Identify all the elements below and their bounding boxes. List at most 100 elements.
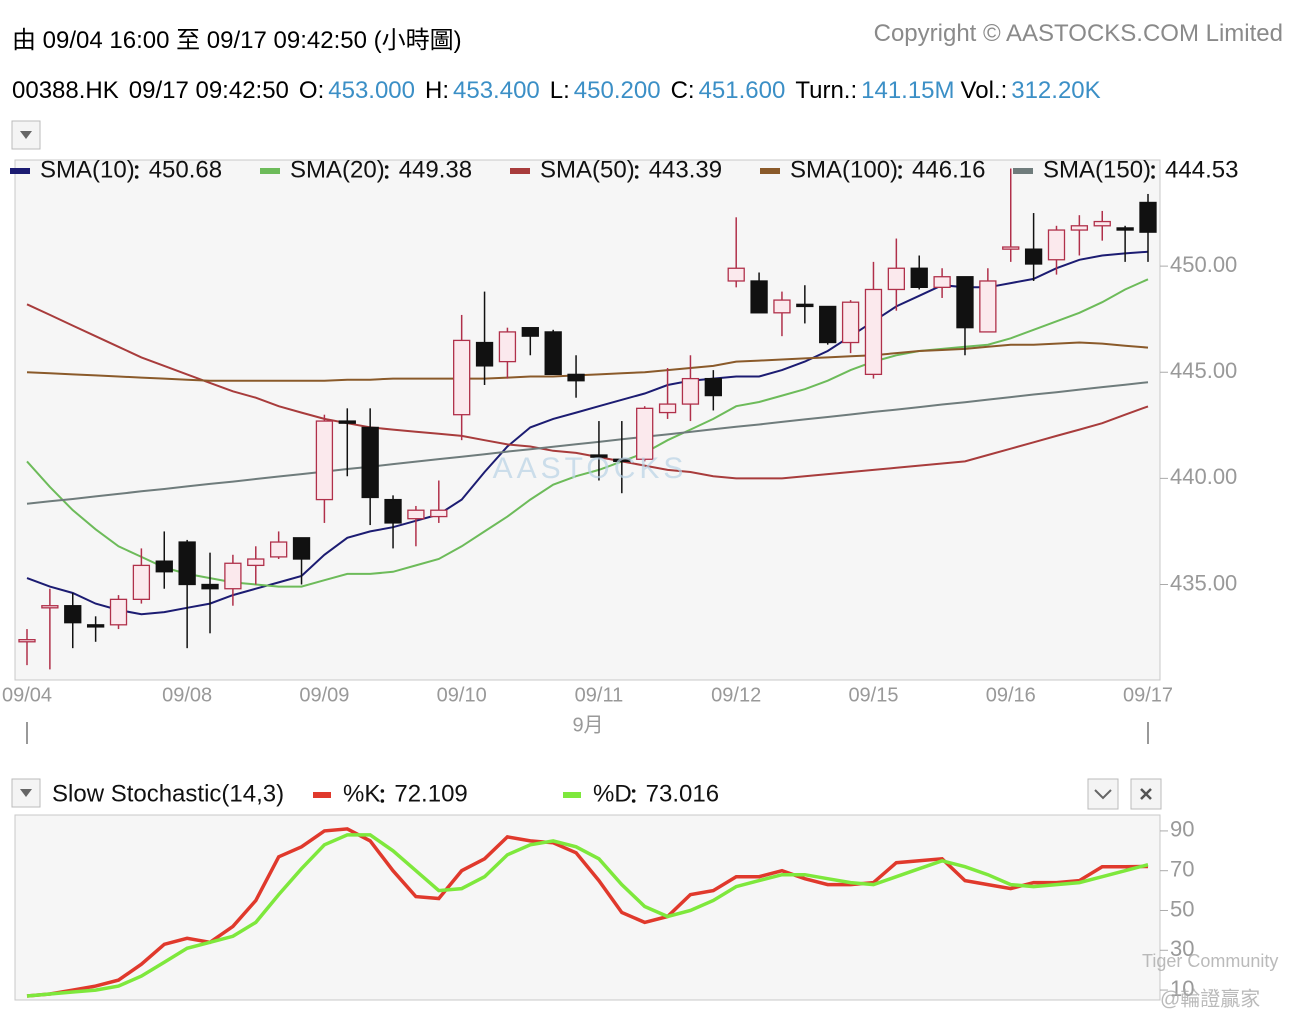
candle-body (796, 303, 814, 308)
candle-body (773, 299, 791, 314)
range-text: 由 09/04 16:00 至 09/17 09:42:50 (小時圖) (12, 27, 462, 54)
candle-body (1002, 246, 1020, 250)
legend-marker (1013, 168, 1033, 174)
candle-body (1139, 201, 1157, 233)
candle-body (132, 564, 151, 600)
legend-name: SMA(50) (540, 156, 635, 183)
candle-body (64, 605, 82, 624)
candle-body (887, 267, 906, 291)
candle-body (430, 509, 448, 518)
candle-body (567, 373, 585, 382)
legend-colon (898, 165, 902, 169)
candle-body (658, 403, 677, 414)
x-tick-label: 09/08 (162, 684, 212, 706)
x-tick-label: 09/11 (575, 684, 624, 706)
series-line (26, 278, 1149, 588)
copyright: Copyright © AASTOCKS.COM Limited (873, 20, 1283, 47)
legend-colon (384, 175, 389, 179)
x-tick-label: 09/15 (848, 684, 898, 706)
candle-body (750, 280, 768, 314)
candle-body (521, 327, 539, 337)
field-value: 451.600 (698, 77, 786, 104)
legend-marker (760, 168, 780, 174)
x-tick-label: 09/10 (437, 684, 487, 706)
candle-body (1047, 229, 1066, 261)
legend-value: 446.16 (912, 156, 985, 183)
y-tick-label: 70 (1170, 857, 1194, 882)
candle-body (727, 267, 745, 282)
y-tick-label: 435.00 (1170, 570, 1237, 595)
close-button[interactable] (1130, 778, 1162, 810)
candle-body (933, 276, 951, 288)
legend-colon (1151, 165, 1155, 169)
legend-marker (260, 168, 280, 174)
candle-body (1116, 227, 1134, 231)
legend-colon (631, 789, 636, 793)
candle-body (315, 420, 334, 501)
candle-body (1070, 225, 1089, 231)
legend-name: %K (343, 780, 380, 807)
legend-colon (380, 799, 385, 803)
legend-value: 449.38 (399, 156, 472, 183)
collapse-button[interactable] (1087, 778, 1119, 810)
candle-body (269, 541, 288, 558)
watermark: Tiger Community (1142, 951, 1278, 971)
field-value: 450.200 (573, 77, 661, 104)
candle-body (1093, 220, 1111, 227)
legend-colon (631, 799, 636, 803)
legend-value: 72.109 (394, 780, 467, 807)
field-value: 312.20K (1011, 77, 1101, 104)
candle-body (292, 537, 311, 560)
y-tick-label: 450.00 (1170, 252, 1237, 277)
series-line (26, 833, 1149, 998)
legend-value: 73.016 (646, 780, 719, 807)
legend-marker (10, 168, 30, 174)
plot-area (14, 814, 1161, 1001)
x-tick-label: 09/12 (711, 684, 761, 706)
y-tick-label: 445.00 (1170, 358, 1237, 383)
candle-body (155, 560, 173, 573)
legend-name: SMA(10) (40, 156, 135, 183)
legend-value: 444.53 (1165, 156, 1238, 183)
legend-marker (563, 792, 581, 798)
field-label: L: (549, 77, 570, 104)
candle-body (956, 276, 974, 329)
legend-colon (380, 789, 385, 793)
field-label: Turn.: (795, 77, 858, 104)
candle-body (41, 605, 59, 609)
legend-name: SMA(100) (790, 156, 898, 183)
field-value: 141.15M (861, 77, 955, 104)
legend-colon (898, 175, 902, 179)
dropdown-button[interactable] (11, 778, 41, 808)
x-tick-label: 09/17 (1123, 684, 1173, 706)
y-tick-label: 90 (1170, 817, 1194, 842)
candle-body (841, 301, 860, 344)
quote-time: 09/17 09:42:50 (128, 77, 289, 104)
legend-colon (634, 175, 639, 179)
candle-body (475, 341, 494, 367)
legend-name: SMA(20) (290, 156, 385, 183)
candle-body (544, 331, 562, 376)
candle-body (224, 562, 242, 590)
candle-body (613, 458, 631, 463)
field-value: 453.000 (328, 77, 416, 104)
legend-colon (384, 165, 389, 169)
candle-body (178, 541, 196, 586)
candle-body (590, 454, 608, 458)
candle-body (18, 639, 36, 643)
candle-body (819, 305, 837, 344)
candle-body (361, 426, 379, 499)
candle-body (201, 583, 219, 590)
dropdown-button[interactable] (11, 120, 41, 150)
candle-body (498, 331, 517, 363)
legend-colon (1151, 175, 1155, 179)
series-line (26, 341, 1149, 382)
series-line (26, 303, 1149, 480)
candle-body (407, 509, 425, 520)
watermark: AASTOCKS (493, 452, 688, 485)
symbol: 00388.HK (12, 77, 119, 104)
legend-value: 443.39 (649, 156, 722, 183)
candle-body (636, 407, 654, 460)
candle-body (86, 624, 105, 628)
